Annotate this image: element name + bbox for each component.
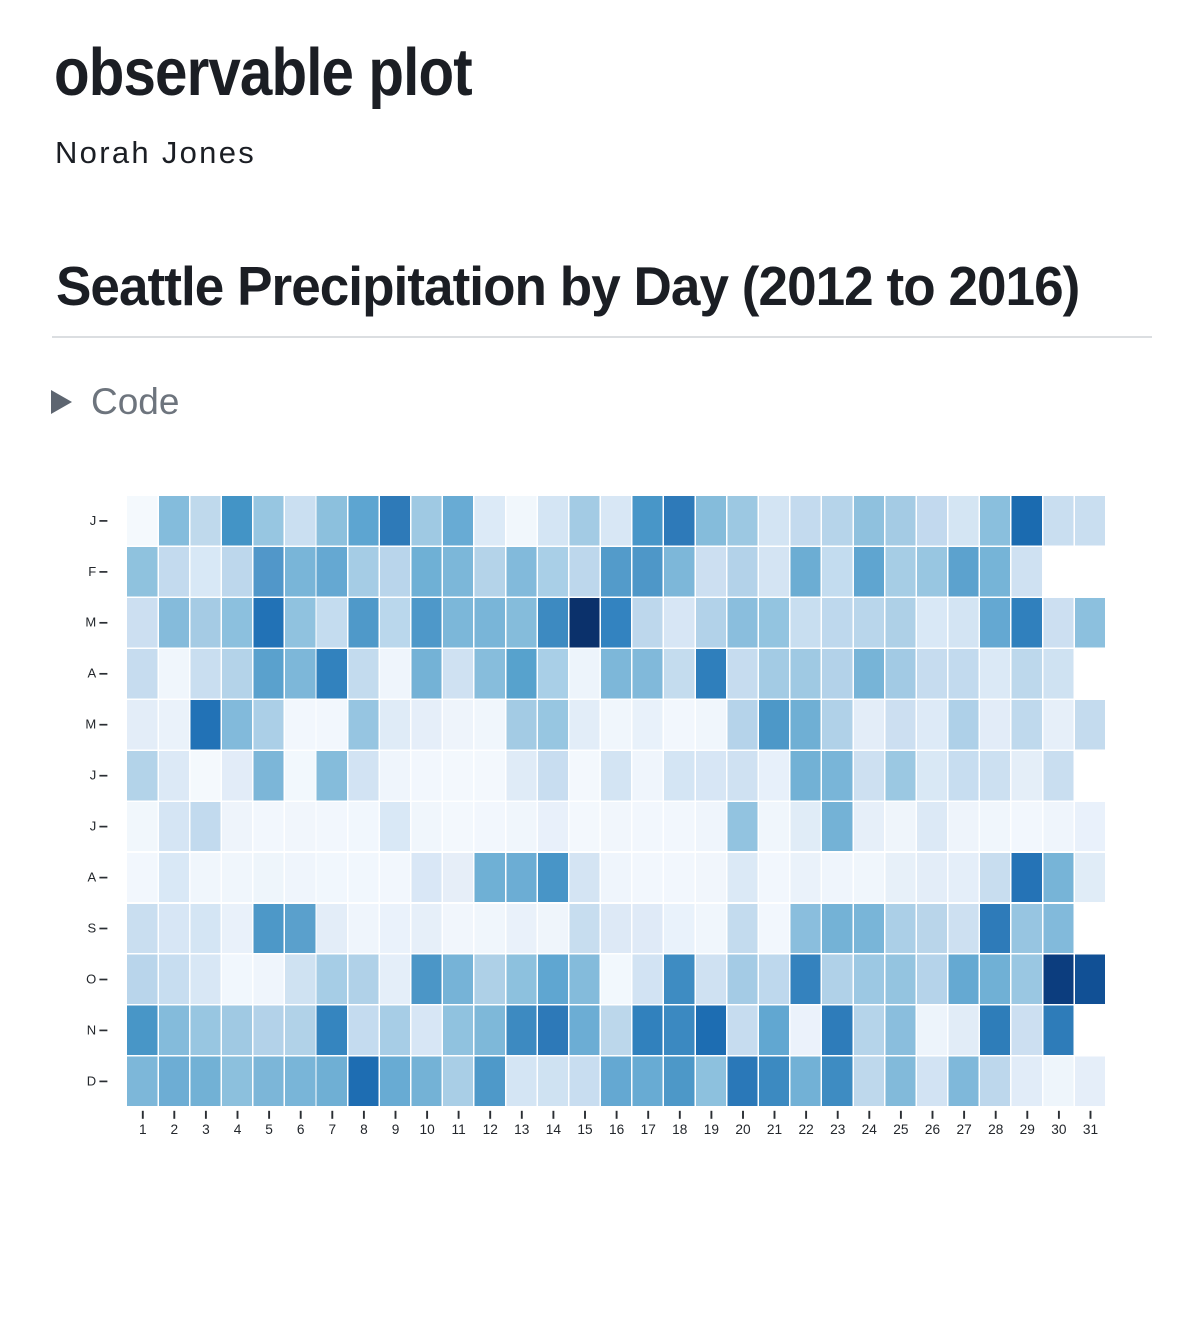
svg-text:26: 26 [925, 1122, 941, 1137]
svg-text:20: 20 [735, 1122, 751, 1137]
svg-text:31: 31 [1083, 1122, 1098, 1137]
svg-text:30: 30 [1051, 1122, 1067, 1137]
svg-text:4: 4 [234, 1122, 242, 1137]
svg-text:14: 14 [546, 1122, 562, 1137]
svg-text:17: 17 [641, 1122, 656, 1137]
svg-text:15: 15 [577, 1122, 593, 1137]
svg-text:6: 6 [297, 1122, 305, 1137]
svg-text:D: D [87, 1073, 96, 1088]
svg-text:A: A [88, 666, 97, 681]
svg-text:24: 24 [862, 1122, 878, 1137]
svg-text:J: J [90, 768, 97, 783]
svg-text:11: 11 [451, 1122, 465, 1137]
svg-text:21: 21 [767, 1122, 782, 1137]
svg-text:J: J [90, 819, 97, 834]
svg-text:12: 12 [483, 1122, 498, 1137]
svg-text:28: 28 [988, 1122, 1004, 1137]
svg-text:13: 13 [514, 1122, 530, 1137]
svg-text:27: 27 [956, 1122, 971, 1137]
svg-text:25: 25 [893, 1122, 909, 1137]
svg-text:M: M [85, 615, 96, 630]
svg-text:2: 2 [170, 1122, 178, 1137]
svg-text:S: S [88, 920, 97, 935]
svg-text:A: A [88, 870, 97, 885]
svg-text:9: 9 [392, 1122, 400, 1137]
svg-text:18: 18 [672, 1122, 688, 1137]
svg-text:8: 8 [360, 1122, 368, 1137]
svg-text:O: O [86, 971, 96, 986]
svg-text:5: 5 [265, 1122, 273, 1137]
svg-text:19: 19 [704, 1122, 719, 1137]
svg-text:M: M [85, 717, 96, 732]
svg-text:10: 10 [419, 1122, 435, 1137]
svg-text:1: 1 [139, 1122, 147, 1137]
svg-text:16: 16 [609, 1122, 625, 1137]
svg-text:3: 3 [202, 1122, 210, 1137]
svg-text:29: 29 [1020, 1122, 1035, 1137]
svg-text:N: N [87, 1022, 96, 1037]
svg-text:F: F [88, 564, 96, 579]
svg-text:22: 22 [798, 1122, 813, 1137]
svg-text:7: 7 [328, 1122, 336, 1137]
svg-text:J: J [90, 513, 97, 528]
svg-text:23: 23 [830, 1122, 846, 1137]
